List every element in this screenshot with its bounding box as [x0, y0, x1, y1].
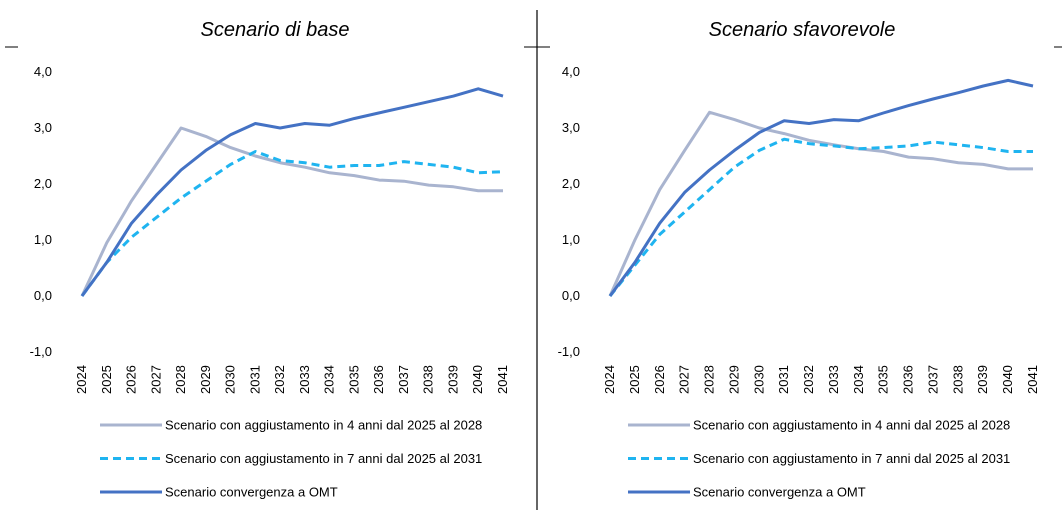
legend-label: Scenario con aggiustamento in 4 anni dal… — [693, 418, 1010, 433]
x-tick-label: 2036 — [901, 365, 916, 394]
legend-label: Scenario con aggiustamento in 4 anni dal… — [165, 418, 482, 433]
x-tick-label: 2039 — [975, 365, 990, 394]
y-tick-label: 0,0 — [34, 288, 52, 303]
y-tick-label: 1,0 — [562, 232, 580, 247]
x-tick-label: 2024 — [74, 365, 89, 394]
x-tick-label: 2024 — [602, 365, 617, 394]
x-tick-label: 2027 — [148, 365, 163, 394]
x-tick-label: 2029 — [726, 365, 741, 394]
y-tick-label: 0,0 — [562, 288, 580, 303]
x-tick-label: 2031 — [776, 365, 791, 394]
x-tick-label: 2034 — [322, 365, 337, 394]
x-tick-label: 2040 — [470, 365, 485, 394]
x-tick-label: 2025 — [99, 365, 114, 394]
x-tick-label: 2030 — [751, 365, 766, 394]
x-tick-label: 2036 — [371, 365, 386, 394]
x-tick-label: 2025 — [627, 365, 642, 394]
x-tick-label: 2041 — [495, 365, 510, 394]
y-tick-label: 3,0 — [562, 120, 580, 135]
x-tick-label: 2028 — [702, 365, 717, 394]
x-tick-label: 2027 — [677, 365, 692, 394]
x-tick-label: 2038 — [421, 365, 436, 394]
x-tick-label: 2039 — [445, 365, 460, 394]
x-tick-label: 2033 — [826, 365, 841, 394]
series-line — [608, 137, 1033, 297]
x-tick-label: 2037 — [925, 365, 940, 394]
x-tick-label: 2026 — [652, 365, 667, 394]
x-tick-label: 2035 — [346, 365, 361, 394]
x-tick-label: 2038 — [950, 365, 965, 394]
x-tick-label: 2034 — [851, 365, 866, 394]
x-tick-label: 2026 — [124, 365, 139, 394]
series-line — [80, 87, 504, 297]
y-tick-label: 2,0 — [34, 176, 52, 191]
x-tick-label: 2028 — [173, 365, 188, 394]
y-tick-label: 1,0 — [34, 232, 52, 247]
legend-label: Scenario con aggiustamento in 7 anni dal… — [693, 451, 1010, 466]
chart-title: Scenario di base — [201, 19, 350, 41]
y-tick-label: 4,0 — [34, 64, 52, 79]
y-tick-label: -1,0 — [30, 344, 52, 359]
x-tick-label: 2040 — [1000, 365, 1015, 394]
legend-label: Scenario convergenza a OMT — [693, 485, 866, 500]
y-tick-label: 4,0 — [562, 64, 580, 79]
x-tick-label: 2041 — [1025, 365, 1040, 394]
series-line — [80, 150, 504, 297]
series-line — [608, 78, 1034, 297]
x-tick-label: 2035 — [876, 365, 891, 394]
y-tick-label: 3,0 — [34, 120, 52, 135]
y-tick-label: -1,0 — [558, 344, 580, 359]
series-line — [608, 110, 1033, 297]
x-tick-label: 2030 — [223, 365, 238, 394]
legend-label: Scenario convergenza a OMT — [165, 485, 338, 500]
x-tick-label: 2033 — [297, 365, 312, 394]
x-tick-label: 2037 — [396, 365, 411, 394]
x-tick-label: 2032 — [272, 365, 287, 394]
x-tick-label: 2029 — [198, 365, 213, 394]
x-tick-label: 2031 — [247, 365, 262, 394]
chart-title: Scenario sfavorevole — [709, 19, 896, 41]
y-tick-label: 2,0 — [562, 176, 580, 191]
legend-label: Scenario con aggiustamento in 7 anni dal… — [165, 451, 482, 466]
x-tick-label: 2032 — [801, 365, 816, 394]
series-line — [80, 126, 503, 297]
